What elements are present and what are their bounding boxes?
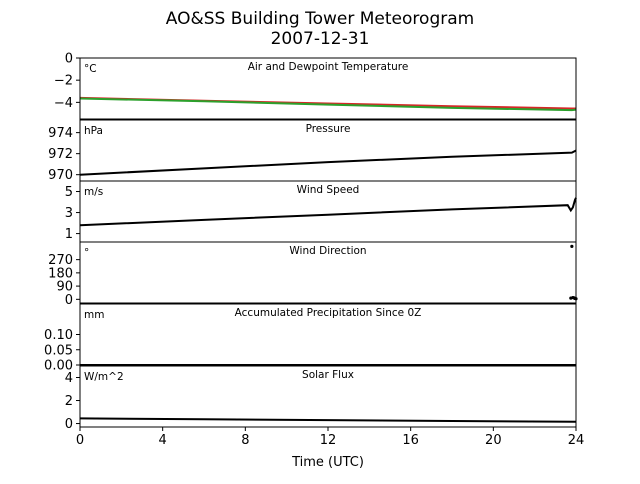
panel-3-ytick-label-3: 0 (65, 293, 73, 308)
xtick-label-0: 0 (76, 433, 84, 448)
panel-1-unit: hPa (84, 125, 103, 137)
panel-2-series-0 (79, 197, 577, 227)
panel-3-point-0 (570, 244, 574, 249)
panel-0: 0 −2 −4 °C Air and Dewpoint Temperature (54, 52, 577, 120)
panel-5-unit: W/m^2 (84, 371, 124, 383)
panel-5-ytick-label-2: 0 (65, 417, 73, 432)
panel-0-series-1 (79, 97, 577, 112)
panel-0-ytick-label-0: 0 (65, 52, 73, 67)
chart-title-line1: AO&SS Building Tower Meteorogram (166, 9, 474, 29)
panel-5-series-0 (79, 417, 577, 423)
panel-0-ytick-label-1: −2 (54, 74, 73, 89)
panel-5: 4 2 0 W/m^2 Solar Flux (65, 365, 577, 432)
panel-0-title: Air and Dewpoint Temperature (248, 61, 409, 73)
panel-0-ytick-label-2: −4 (54, 96, 73, 111)
panel-3-ytick-label-1: 180 (48, 266, 73, 281)
panel-4-unit: mm (84, 309, 104, 321)
panel-4-ytick-label-1: 0.05 (44, 343, 73, 358)
xtick-label-1: 4 (159, 433, 167, 448)
xtick-label-4: 16 (402, 433, 419, 448)
panel-5-ytick-label-1: 2 (65, 394, 73, 409)
panel-4-ytick-label-2: 0.00 (44, 359, 73, 374)
panel-2-ytick-label-0: 5 (65, 185, 73, 200)
panel-1-ytick-label-2: 970 (48, 168, 73, 183)
panel-2-ytick-label-1: 3 (65, 206, 73, 221)
xtick-label-5: 20 (485, 433, 502, 448)
panel-3-title: Wind Direction (289, 245, 366, 257)
panel-2: 5 3 1 m/s Wind Speed (65, 180, 577, 243)
xtick-label-3: 12 (320, 433, 337, 448)
panel-2-unit: m/s (84, 186, 103, 198)
panel-3-point-5 (572, 296, 576, 300)
panel-3-ytick-label-0: 270 (48, 253, 73, 268)
panel-5-title: Solar Flux (302, 369, 354, 381)
x-axis-label: Time (UTC) (291, 455, 364, 470)
panel-4-ytick-label-0: 0.10 (44, 328, 73, 343)
xtick-label-2: 8 (241, 433, 249, 448)
panel-0-unit: °C (84, 63, 97, 75)
panel-2-ytick-label-2: 1 (65, 227, 73, 242)
chart-title-line2: 2007-12-31 (271, 29, 370, 49)
panel-1-series-0 (79, 149, 577, 176)
panel-1-ytick-label-0: 974 (48, 126, 73, 141)
panel-3-ytick-label-2: 90 (56, 280, 73, 295)
panel-5-ytick-label-0: 4 (65, 371, 73, 386)
panel-4: 0.100.050.00 mm Accumulated Precipitation … (44, 303, 577, 374)
panel-2-title: Wind Speed (297, 184, 360, 196)
panel-1: 974 972 970 hPa Pressure (48, 119, 577, 183)
panel-1-ytick-label-1: 972 (48, 147, 73, 162)
x-axis: 0 4 8 12 16 20 24 (76, 427, 584, 448)
panel-1-title: Pressure (306, 123, 351, 135)
panel-4-title: Accumulated Precipitation Since 0Z (235, 307, 422, 319)
panel-0-frame (79, 57, 577, 120)
xtick-label-6: 24 (568, 433, 585, 448)
panel-3-unit: ° (84, 247, 89, 259)
panels-group: 0−2−4°C Air and Dewpoint Temperature97497… (44, 52, 578, 432)
